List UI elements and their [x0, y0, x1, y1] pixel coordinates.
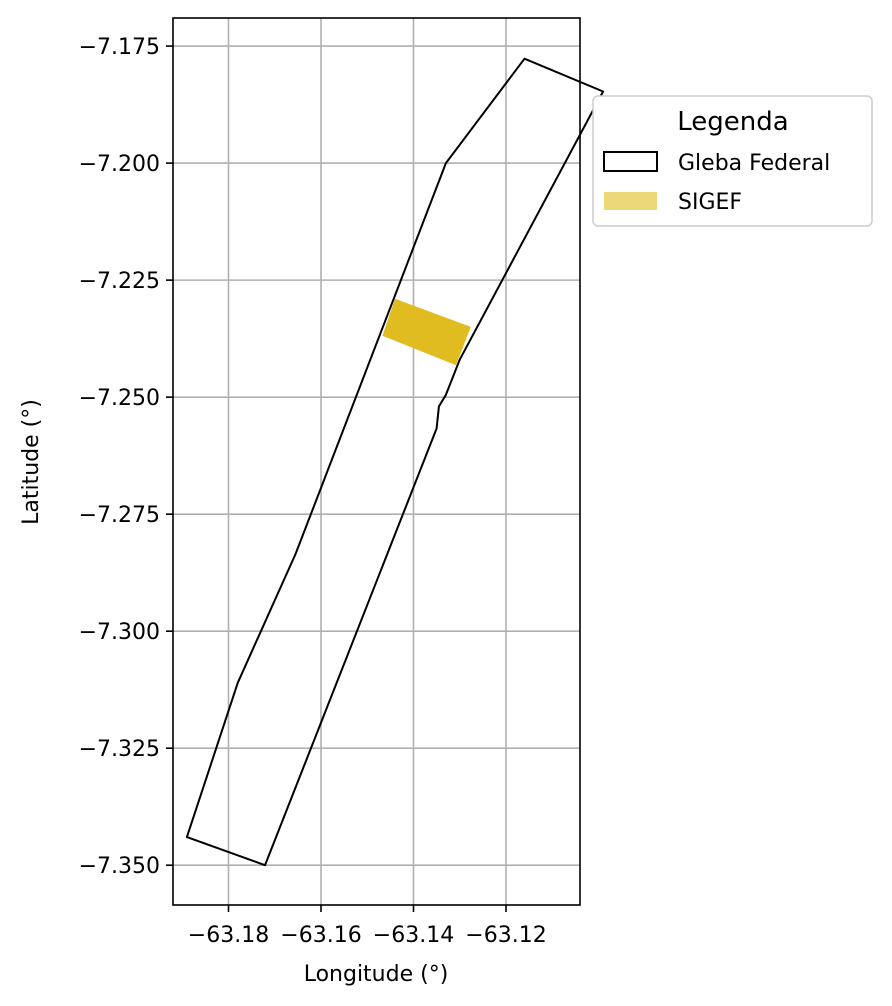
legend-box	[592, 95, 873, 227]
sigef-polygon	[382, 298, 471, 366]
legend-swatch-gleba-federal	[603, 151, 658, 172]
y-tick-label: −7.250	[79, 386, 160, 411]
y-tick-label: −7.200	[79, 152, 160, 177]
legend-label-sigef: SIGEF	[678, 190, 742, 215]
map-layers	[185, 57, 605, 867]
y-tick-label: −7.325	[79, 737, 160, 762]
grid-lines	[173, 18, 580, 905]
x-tick-label: −63.18	[188, 923, 269, 948]
y-tick-label: −7.225	[79, 269, 160, 294]
gleba-federal-polygon	[185, 57, 605, 867]
legend: Legenda Gleba Federal SIGEF	[592, 95, 873, 227]
legend-swatch-sigef	[604, 192, 657, 210]
x-tick-label: −63.12	[465, 923, 546, 948]
legend-title: Legenda	[677, 107, 788, 137]
y-tick-label: −7.275	[79, 503, 160, 528]
x-tick-label: −63.14	[373, 923, 454, 948]
y-tick-label: −7.175	[79, 35, 160, 60]
plot-area	[173, 18, 580, 905]
legend-label-gleba-federal: Gleba Federal	[678, 151, 830, 176]
axis-ticks: −63.18 −63.16 −63.14 −63.12 −7.175 −7.200 −7.2…	[79, 35, 547, 948]
axes-frame	[172, 17, 581, 906]
x-axis-label: Longitude (°)	[304, 962, 449, 987]
y-tick-label: −7.350	[79, 854, 160, 879]
x-tick-label: −63.16	[280, 923, 361, 948]
y-tick-label: −7.300	[79, 620, 160, 645]
y-axis-label: Latitude (°)	[19, 399, 44, 525]
